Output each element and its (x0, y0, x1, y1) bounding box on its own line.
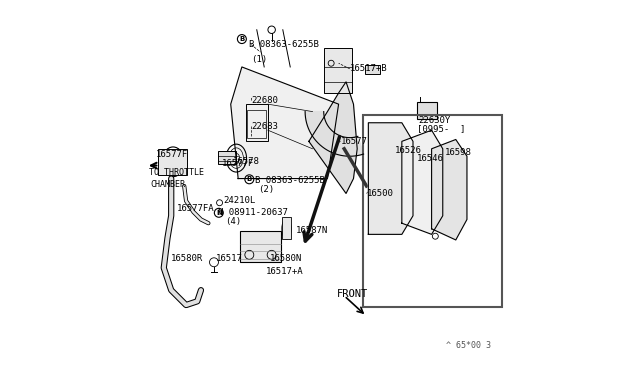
Polygon shape (231, 67, 339, 179)
Text: 16517+A: 16517+A (266, 267, 304, 276)
Bar (158, 149, 187, 175)
Polygon shape (309, 82, 357, 193)
Polygon shape (431, 140, 467, 240)
Text: 24210L: 24210L (223, 196, 255, 205)
Text: 16577F: 16577F (156, 150, 189, 159)
Text: (1): (1) (251, 55, 268, 64)
Text: B 08363-6255B: B 08363-6255B (250, 40, 319, 49)
Text: 22680: 22680 (251, 96, 278, 105)
Bar (417, 102, 437, 119)
Bar (240, 231, 281, 262)
Text: 16517: 16517 (216, 254, 243, 263)
Text: 16577FA: 16577FA (177, 204, 214, 213)
Text: 16500: 16500 (367, 189, 394, 198)
Text: 16517+B: 16517+B (349, 64, 387, 73)
Text: 16577: 16577 (340, 137, 367, 146)
Bar (248, 110, 266, 138)
Text: TO THROTTLE: TO THROTTLE (149, 169, 204, 177)
Bar (324, 48, 351, 93)
Text: (2): (2) (259, 185, 275, 194)
Bar (365, 65, 380, 74)
Bar (363, 115, 502, 307)
Text: 16578: 16578 (232, 157, 259, 166)
Polygon shape (402, 130, 443, 234)
Text: 16580N: 16580N (270, 254, 302, 263)
Bar (218, 151, 236, 164)
Text: CHAMBER: CHAMBER (151, 180, 186, 189)
Text: FRONT: FRONT (337, 289, 368, 299)
Text: 22630Y: 22630Y (419, 116, 451, 125)
Text: N: N (216, 210, 221, 216)
Text: 16580R: 16580R (172, 254, 204, 263)
Text: 16577F: 16577F (221, 159, 253, 168)
Text: (4): (4) (225, 217, 241, 226)
Polygon shape (305, 112, 364, 156)
Text: [0995-  ]: [0995- ] (417, 124, 465, 133)
Text: N 08911-20637: N 08911-20637 (218, 208, 287, 217)
Text: 16546: 16546 (417, 154, 444, 163)
Text: B 08363-6255B: B 08363-6255B (255, 176, 324, 185)
Text: B: B (246, 176, 252, 182)
Bar (246, 104, 268, 141)
Text: 16526: 16526 (394, 146, 421, 155)
Polygon shape (369, 123, 413, 234)
Text: B: B (239, 36, 244, 42)
Text: 22683: 22683 (251, 122, 278, 131)
Text: ^ 65*00 3: ^ 65*00 3 (446, 341, 491, 350)
Bar (282, 217, 291, 239)
Text: 16598: 16598 (445, 148, 472, 157)
Text: 16587N: 16587N (296, 226, 328, 235)
